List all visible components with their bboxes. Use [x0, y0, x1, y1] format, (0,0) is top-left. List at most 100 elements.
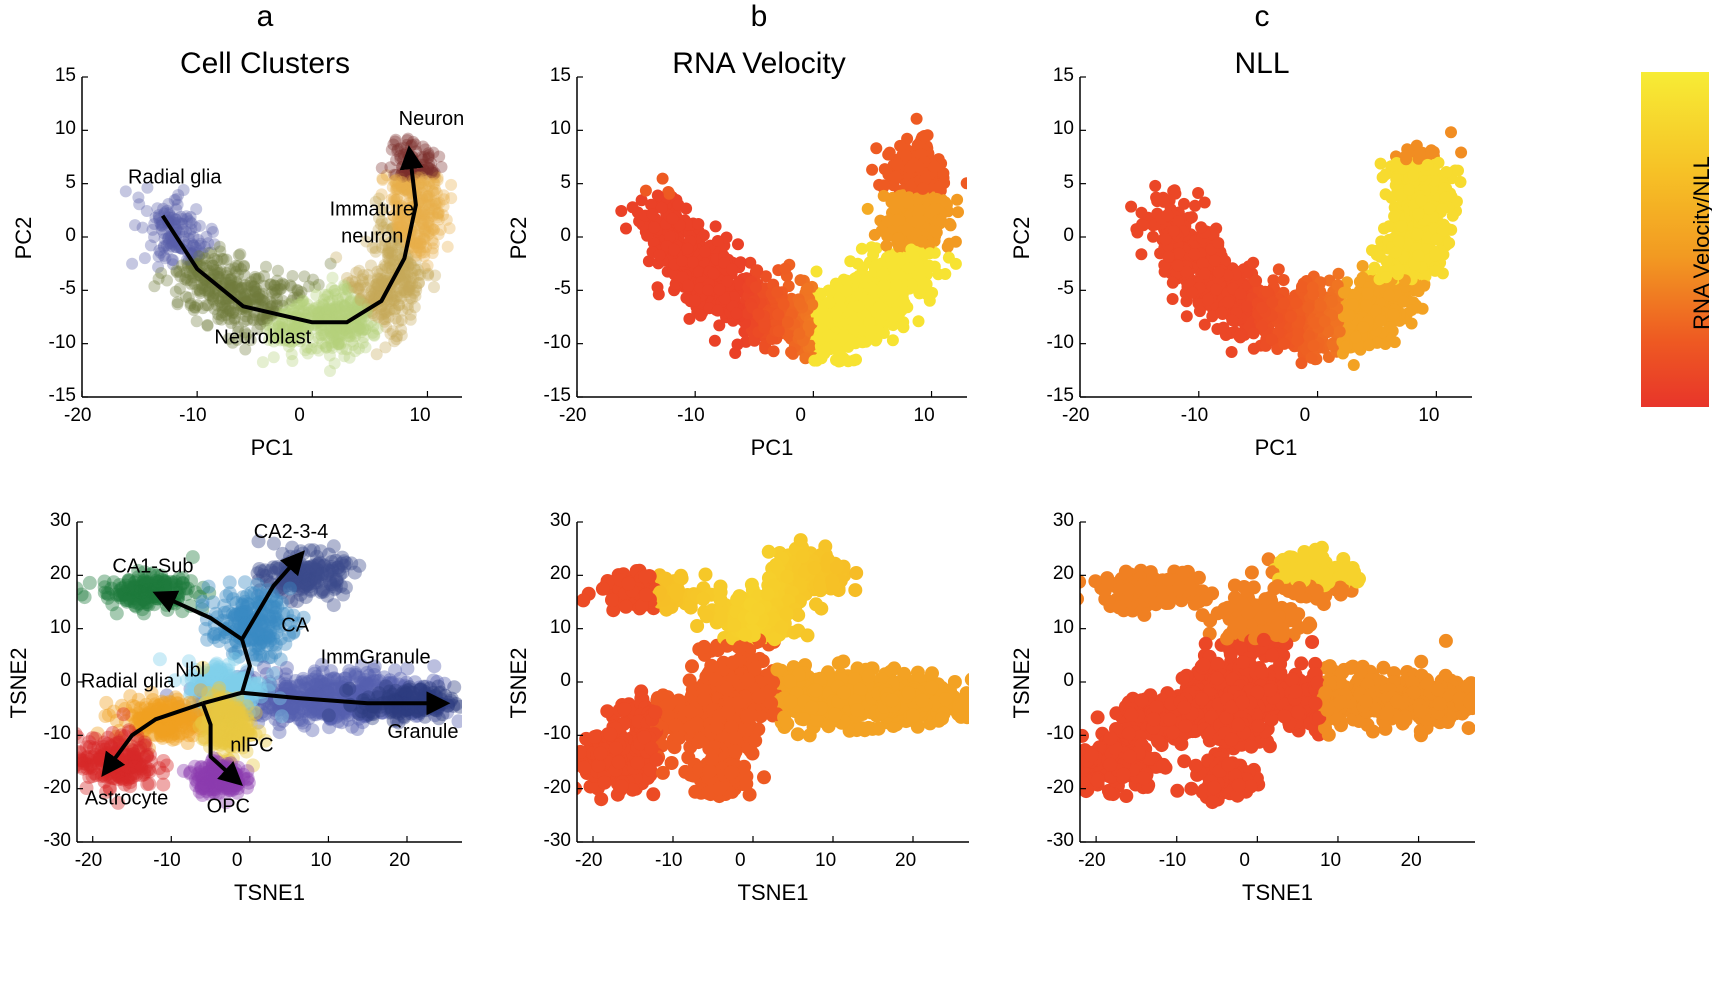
scatter-point	[337, 283, 350, 296]
scatter-point	[336, 299, 349, 311]
scatter-point	[339, 322, 352, 335]
scatter-point	[682, 279, 695, 292]
scatter-point	[264, 300, 277, 313]
scatter-point	[166, 211, 178, 224]
scatter-point	[302, 567, 317, 582]
scatter-point	[1388, 210, 1401, 223]
scatter-point	[393, 183, 406, 196]
scatter-point	[1400, 149, 1413, 162]
scatter-point	[315, 329, 328, 341]
scatter-point	[331, 294, 344, 307]
scatter-point	[1361, 287, 1374, 300]
scatter-point	[264, 296, 277, 309]
scatter-point	[129, 587, 144, 602]
scatter-point	[1443, 237, 1456, 250]
scatter-point	[174, 270, 187, 283]
scatter-point	[1363, 339, 1376, 352]
scatter-point	[205, 246, 218, 259]
scatter-point	[286, 355, 299, 367]
scatter-point	[189, 301, 201, 314]
scatter-point	[256, 313, 269, 325]
scatter-point	[136, 221, 149, 234]
scatter-point	[232, 321, 245, 334]
scatter-point	[331, 292, 344, 305]
scatter-point	[894, 139, 907, 152]
scatter-point	[651, 281, 664, 294]
scatter-point	[382, 247, 395, 260]
scatter-point	[272, 320, 285, 333]
scatter-point	[172, 216, 185, 229]
scatter-point	[256, 294, 269, 307]
scatter-point	[1436, 203, 1449, 215]
scatter-point	[732, 238, 744, 251]
scatter-point	[154, 572, 169, 587]
scatter-point	[324, 257, 337, 270]
scatter-point	[351, 300, 363, 313]
scatter-point	[1166, 293, 1179, 305]
scatter-point	[382, 241, 395, 254]
scatter-point	[414, 268, 427, 281]
scatter-point	[152, 209, 165, 222]
scatter-point	[847, 315, 860, 328]
scatter-point	[1366, 244, 1378, 257]
scatter-point	[299, 577, 314, 592]
scatter-point	[148, 280, 161, 293]
scatter-point	[407, 272, 420, 285]
scatter-point	[170, 193, 183, 206]
scatter-point	[297, 294, 310, 307]
scatter-point	[390, 333, 403, 346]
scatter-point	[400, 201, 413, 214]
scatter-point	[390, 183, 403, 196]
scatter-point	[1125, 200, 1138, 213]
scatter-point	[401, 280, 414, 293]
scatter-point	[153, 244, 166, 257]
scatter-point	[1421, 231, 1434, 244]
scatter-point	[388, 199, 401, 212]
scatter-point	[1388, 336, 1401, 349]
scatter-point	[359, 341, 372, 354]
scatter-point	[426, 222, 439, 235]
scatter-point	[295, 333, 308, 346]
scatter-point	[200, 299, 212, 312]
scatter-point	[252, 291, 264, 304]
cluster-annotation: Neuroblast	[214, 327, 311, 349]
scatter-point	[400, 184, 413, 197]
scatter-point	[404, 280, 417, 293]
scatter-point	[334, 309, 347, 322]
scatter-point	[187, 304, 200, 316]
scatter-point	[316, 298, 328, 311]
scatter-point	[329, 284, 342, 297]
y-tick-label: -15	[48, 385, 76, 406]
scatter-point	[314, 306, 327, 319]
scatter-point	[334, 322, 347, 335]
scatter-point	[188, 277, 201, 290]
scatter-point	[297, 575, 311, 589]
scatter-point	[288, 321, 301, 334]
scatter-point	[781, 316, 794, 329]
scatter-point	[312, 305, 325, 318]
scatter-point	[293, 587, 308, 602]
scatter-point	[1234, 287, 1247, 300]
scatter-point	[190, 249, 203, 262]
x-tick-label: 10	[409, 405, 431, 426]
scatter-point	[1225, 346, 1238, 358]
scatter-point	[386, 325, 399, 338]
scatter-point	[379, 306, 392, 319]
scatter-point	[422, 174, 435, 187]
scatter-point	[290, 594, 305, 609]
scatter-point	[301, 329, 314, 342]
scatter-point	[271, 330, 284, 343]
scatter-point	[391, 180, 404, 193]
scatter-point	[331, 560, 346, 575]
scatter-point	[334, 321, 347, 334]
scatter-point	[414, 238, 427, 251]
scatter-point	[1180, 310, 1193, 323]
scatter-point	[417, 217, 430, 230]
scatter-point	[271, 292, 283, 305]
scatter-point	[388, 194, 401, 207]
scatter-point	[267, 351, 280, 364]
scatter-point	[396, 221, 409, 234]
scatter-point	[320, 306, 333, 319]
scatter-point	[352, 319, 365, 332]
scatter-point	[155, 267, 168, 279]
